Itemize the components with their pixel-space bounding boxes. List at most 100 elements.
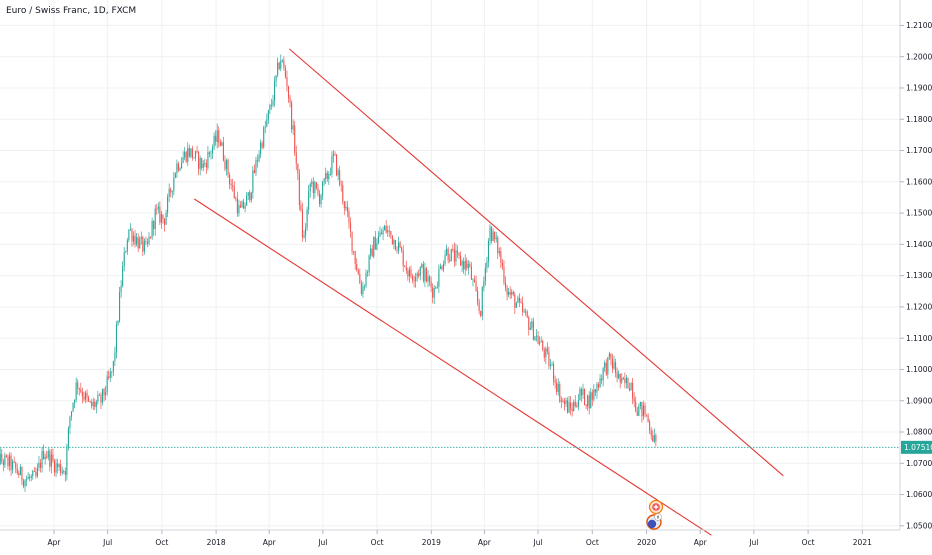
- candle-body: [464, 260, 466, 270]
- candle-body: [208, 152, 211, 154]
- x-tick-label: Apr: [48, 538, 62, 547]
- candle-body: [590, 392, 592, 409]
- events[interactable]: [646, 499, 664, 530]
- candle-body: [608, 353, 610, 358]
- candle-body: [27, 476, 29, 480]
- candle-body: [452, 248, 454, 250]
- candle-body: [345, 206, 347, 209]
- y-tick-label: 1.07000: [906, 459, 932, 468]
- candle-body: [233, 186, 235, 199]
- trendlines[interactable]: [194, 48, 784, 536]
- candle-body: [190, 148, 192, 157]
- candle-body: [308, 191, 310, 210]
- candle-body: [449, 259, 451, 262]
- candle-body: [390, 231, 392, 236]
- candle-body: [332, 153, 335, 157]
- candle-body: [576, 406, 578, 407]
- candle-body: [377, 236, 379, 244]
- x-tick-label: 2018: [207, 538, 226, 547]
- candle-body: [322, 181, 324, 196]
- candle-body: [480, 310, 482, 316]
- candle-body: [388, 230, 390, 232]
- candle-body: [132, 235, 135, 242]
- candle-body: [647, 415, 649, 422]
- candle-body: [653, 435, 655, 442]
- candle-body: [636, 411, 638, 416]
- candle-body: [573, 401, 575, 411]
- candle-body: [88, 397, 90, 402]
- candle-body: [63, 471, 65, 472]
- candle-body: [81, 391, 83, 397]
- candle-body: [504, 282, 507, 288]
- candles: [0, 54, 657, 492]
- candle-body: [535, 335, 538, 337]
- candle-body: [0, 453, 1, 465]
- last-price-label: 1.07510: [904, 443, 932, 452]
- candle-body: [435, 287, 437, 289]
- candle-body: [18, 473, 20, 476]
- price-axis[interactable]: 1.05000 1.06000 1.07000 1.08000 1.09000 1.100…: [900, 21, 932, 530]
- candle-body: [556, 382, 558, 392]
- candle-body: [159, 206, 161, 223]
- x-tick-label: Jul: [317, 538, 327, 547]
- candle-body: [171, 190, 173, 193]
- candle-body: [557, 384, 559, 392]
- time-axis[interactable]: Apr Jul Oct 2018 Apr Jul Oct 2019 Apr Jul Oct 2020 A…: [48, 530, 873, 547]
- candle-body: [615, 362, 617, 373]
- candle-body: [478, 301, 480, 311]
- candle-body: [131, 229, 133, 242]
- candle-body: [187, 147, 189, 162]
- candle-body: [292, 125, 294, 130]
- candle-body: [514, 294, 516, 308]
- x-tick-label: Jul: [533, 538, 543, 547]
- candle-body: [255, 159, 257, 174]
- candle-body: [373, 236, 375, 257]
- candle-body: [326, 172, 328, 180]
- candle-body: [204, 163, 206, 165]
- candle-body: [376, 243, 378, 250]
- candle-body: [215, 135, 217, 142]
- candle-body: [604, 362, 606, 368]
- candle-body: [201, 158, 203, 169]
- candle-body: [354, 251, 356, 264]
- candle-body: [574, 401, 576, 407]
- candle-body: [566, 400, 569, 413]
- candle-body: [469, 264, 471, 267]
- candle-body: [349, 222, 352, 232]
- earnings-event-icon[interactable]: [646, 513, 662, 530]
- y-tick-label: 1.17000: [906, 146, 932, 155]
- candle-body: [523, 311, 525, 313]
- candle-body: [89, 401, 91, 403]
- candle-body: [117, 320, 119, 325]
- candle-body: [506, 287, 508, 295]
- candle-body: [588, 395, 590, 409]
- candle-body: [318, 193, 321, 205]
- candle-body: [384, 225, 386, 231]
- candle-body: [4, 455, 6, 466]
- candle-body: [399, 242, 401, 248]
- y-tick-label: 1.13000: [906, 271, 932, 280]
- candle-body: [30, 476, 32, 478]
- candle-body: [607, 357, 609, 375]
- candle-body: [19, 467, 21, 476]
- candle-body: [323, 178, 325, 182]
- candle-body: [591, 392, 593, 400]
- dividend-event-icon[interactable]: [648, 499, 664, 515]
- candle-body: [526, 311, 528, 318]
- candle-body: [207, 152, 209, 168]
- candle-body: [525, 311, 527, 313]
- candle-body: [244, 205, 246, 209]
- candle-body: [559, 384, 561, 402]
- candle-body: [77, 382, 79, 389]
- candle-body: [311, 181, 313, 184]
- candle-body: [508, 291, 510, 295]
- candle-body: [66, 447, 68, 475]
- candle-body: [649, 421, 651, 431]
- candle-body: [491, 227, 493, 241]
- candle-body: [646, 414, 648, 416]
- candle-body: [577, 400, 579, 407]
- y-tick-label: 1.14000: [906, 240, 932, 249]
- candle-body: [43, 451, 45, 460]
